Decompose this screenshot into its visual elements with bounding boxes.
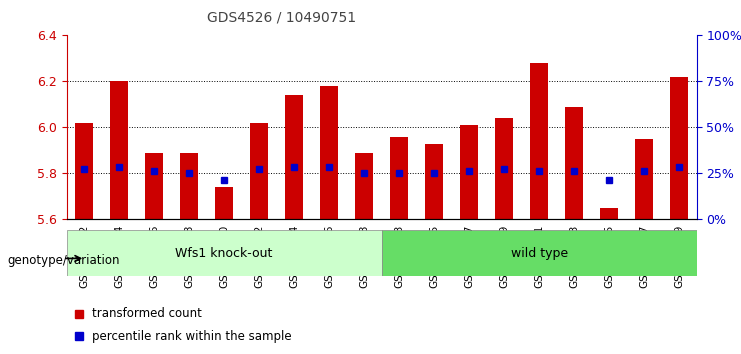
Bar [425,144,443,219]
Bar [180,153,198,219]
Bar [495,118,513,219]
Bar [76,123,93,219]
FancyBboxPatch shape [67,230,382,276]
Bar [635,139,653,219]
Text: transformed count: transformed count [92,307,202,320]
Bar [565,107,583,219]
Text: wild type: wild type [511,247,568,259]
Bar [145,153,163,219]
Bar [356,153,373,219]
Bar [110,81,128,219]
Bar [460,125,478,219]
Bar [391,137,408,219]
Bar [600,208,618,219]
FancyBboxPatch shape [382,230,697,276]
Text: Wfs1 knock-out: Wfs1 knock-out [176,247,273,259]
Bar [320,86,338,219]
Bar [250,123,268,219]
Text: percentile rank within the sample: percentile rank within the sample [92,330,291,343]
Bar [285,95,303,219]
Bar [671,77,688,219]
Bar [531,63,548,219]
Text: genotype/variation: genotype/variation [7,254,120,267]
Text: GDS4526 / 10490751: GDS4526 / 10490751 [207,11,356,25]
Bar [216,187,233,219]
